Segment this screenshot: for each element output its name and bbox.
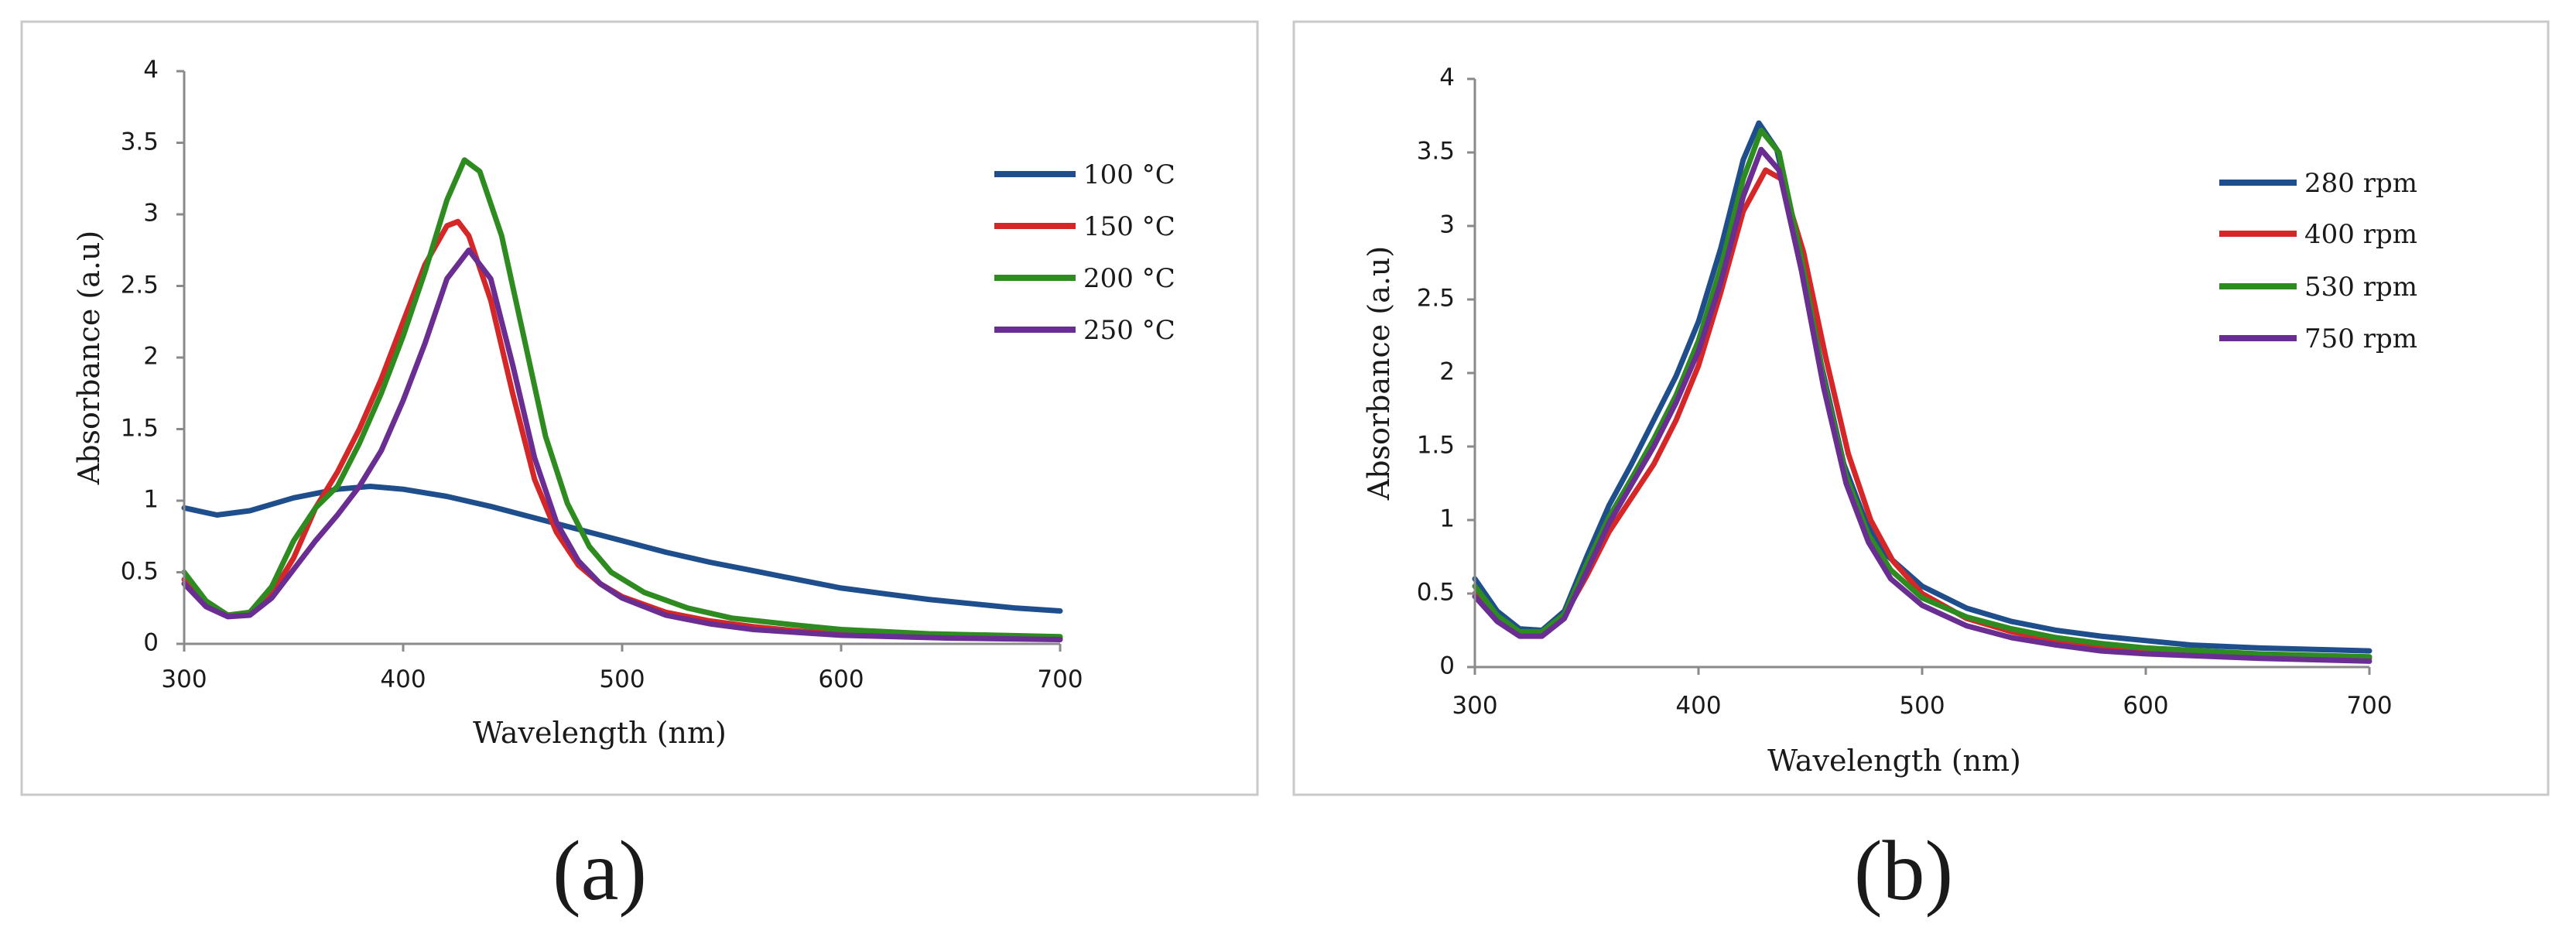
x-axis-label-b: Wavelength (nm) — [1767, 744, 2021, 778]
x-tick-label: 400 — [1675, 692, 1721, 720]
y-tick-label: 2.5 — [1417, 285, 1455, 313]
panel-label-b: (b) — [1854, 823, 1953, 918]
y-tick-label: 2 — [1439, 358, 1455, 386]
legend-label-200c: 200 °C — [1083, 263, 1175, 294]
x-tick-label: 500 — [1899, 692, 1945, 720]
y-tick-label: 2.5 — [121, 272, 159, 299]
x-tick-label: 300 — [161, 666, 207, 693]
series-group-a — [181, 157, 1063, 642]
y-axis-label-a: Absorbance (a.u) — [72, 231, 106, 485]
legend-label-250c: 250 °C — [1083, 315, 1175, 346]
y-tick-label: 0 — [143, 629, 159, 657]
axes-b — [1467, 77, 2371, 675]
legend-label-150c: 150 °C — [1083, 211, 1175, 242]
y-tick-label: 1 — [1439, 505, 1455, 533]
y-tick-label: 3 — [1439, 211, 1455, 239]
y-tick-label: 3 — [143, 200, 159, 228]
legend-label-750rpm: 750 rpm — [2304, 323, 2417, 354]
y-tick-label: 4 — [1439, 64, 1455, 92]
panel-label-a: (a) — [552, 823, 647, 918]
y-tick-label: 0 — [1439, 652, 1455, 680]
y-axis-label-b: Absorbance (a.u) — [1362, 246, 1396, 501]
x-tick-label: 500 — [599, 666, 645, 693]
legend-a: 100 °C 150 °C 200 °C 250 °C — [994, 159, 1175, 346]
x-tick-labels-b: 300 400 500 600 700 — [1452, 692, 2392, 720]
x-axis-label-a: Wavelength (nm) — [473, 716, 727, 750]
y-tick-label: 4 — [143, 56, 159, 84]
x-tick-label: 700 — [1037, 666, 1083, 693]
x-tick-label: 300 — [1452, 692, 1497, 720]
series-group-b — [1472, 120, 2372, 664]
x-tick-labels-a: 300 400 500 600 700 — [161, 666, 1083, 693]
x-tick-label: 700 — [2346, 692, 2392, 720]
y-tick-labels-a: 0 0.5 1 1.5 2 2.5 3 3.5 4 — [121, 56, 159, 657]
y-tick-label: 0.5 — [1417, 579, 1455, 607]
legend-label-100c: 100 °C — [1083, 159, 1175, 190]
legend-label-530rpm: 530 rpm — [2304, 272, 2417, 303]
y-tick-label: 3.5 — [121, 128, 159, 156]
y-tick-label: 3.5 — [1417, 138, 1455, 166]
legend-label-400rpm: 400 rpm — [2304, 219, 2417, 250]
series-line-100c — [181, 484, 1063, 614]
y-tick-labels-b: 0 0.5 1 1.5 2 2.5 3 3.5 4 — [1417, 64, 1455, 680]
chart-panel-a: 0 0.5 1 1.5 2 2.5 3 3.5 4 300 400 500 60… — [20, 20, 1259, 796]
axes-a — [176, 70, 1062, 652]
y-tick-label: 2 — [143, 343, 159, 371]
series-line-750rpm — [1472, 146, 2372, 664]
chart-frame-b — [1292, 20, 2550, 796]
legend-b: 280 rpm 400 rpm 530 rpm 750 rpm — [2219, 168, 2417, 354]
series-line-200c — [181, 157, 1063, 640]
chart-frame-a — [20, 20, 1259, 796]
y-tick-label: 0.5 — [121, 558, 159, 586]
x-tick-label: 400 — [380, 666, 426, 693]
y-tick-label: 1 — [143, 486, 159, 514]
y-tick-label: 1.5 — [121, 415, 159, 443]
x-tick-label: 600 — [2123, 692, 2168, 720]
legend-label-280rpm: 280 rpm — [2304, 168, 2417, 199]
y-tick-label: 1.5 — [1417, 432, 1455, 460]
x-tick-label: 600 — [818, 666, 864, 693]
chart-panel-b: 0 0.5 1 1.5 2 2.5 3 3.5 4 300 400 500 60… — [1292, 20, 2550, 796]
series-line-250c — [181, 247, 1063, 642]
